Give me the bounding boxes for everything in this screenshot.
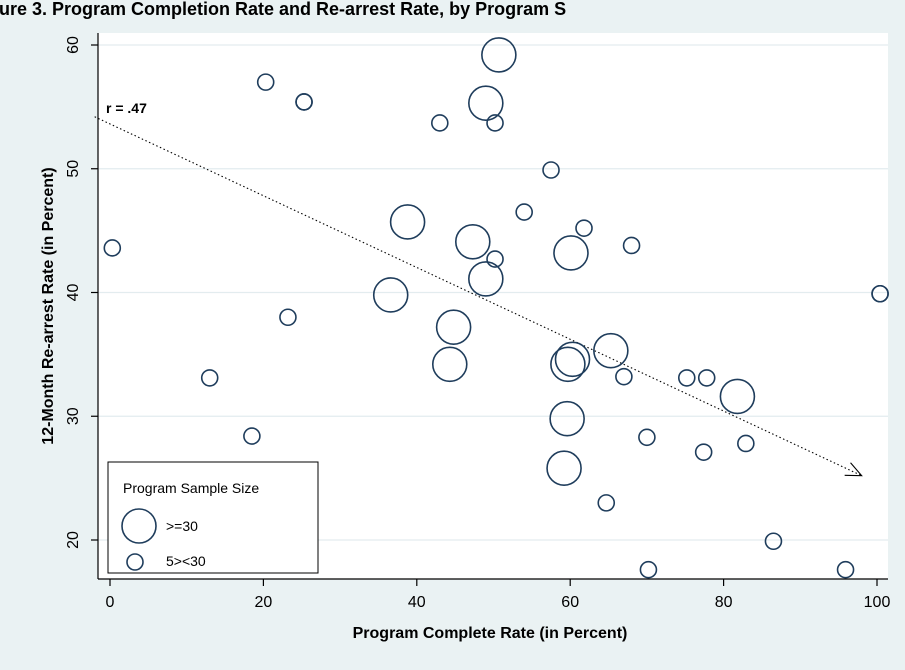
- data-point: [295, 93, 313, 111]
- data-point: [486, 114, 504, 132]
- data-point: [622, 236, 641, 255]
- data-point: [836, 560, 855, 579]
- data-point: [575, 219, 593, 237]
- data-point: [389, 204, 426, 240]
- y-tick-label: 20: [65, 531, 82, 549]
- data-point: [468, 85, 504, 121]
- y-axis-label: 12-Month Re-arrest Rate (in Percent): [40, 167, 57, 444]
- axes: 20 30 40 50 60 0 20 40 60 80 100: [65, 33, 890, 611]
- data-point: [486, 250, 504, 268]
- data-point: [697, 369, 716, 387]
- y-tick-label: 40: [65, 284, 82, 302]
- data-point: [515, 203, 533, 221]
- data-point: [454, 223, 491, 260]
- data-point: [256, 73, 275, 91]
- data-point: [550, 346, 586, 383]
- data-point: [871, 284, 889, 303]
- data-point: [764, 532, 783, 551]
- correlation-annotation: r = .47: [106, 100, 147, 116]
- legend-box: [107, 461, 319, 574]
- data-point: [677, 369, 696, 387]
- data-point: [542, 161, 560, 179]
- data-point: [694, 443, 713, 461]
- data-point: [279, 308, 297, 327]
- data-point: [200, 369, 219, 387]
- x-tick-label: 20: [255, 594, 273, 611]
- y-tick-label: 60: [65, 36, 82, 54]
- data-point: [615, 367, 633, 386]
- trendline-path: [94, 116, 862, 477]
- x-tick-label: 40: [408, 594, 426, 611]
- data-point: [546, 450, 582, 487]
- legend-marker-large: [121, 508, 157, 544]
- data-point: [553, 235, 589, 271]
- data-point: [549, 400, 585, 437]
- x-tick-label: 100: [864, 594, 891, 611]
- trendline-arrowhead: [844, 462, 863, 477]
- data-point: [638, 428, 656, 447]
- x-tick-label: 60: [561, 594, 579, 611]
- data-point: [243, 427, 261, 445]
- y-tick-label: 30: [65, 407, 82, 425]
- data-point: [372, 277, 409, 313]
- y-tick-label: 50: [65, 160, 82, 178]
- legend-label-large: >=30: [166, 518, 198, 534]
- data-point: [481, 37, 517, 73]
- data-point: [737, 434, 755, 453]
- data-point: [468, 261, 504, 297]
- data-points: [103, 37, 889, 579]
- data-point: [554, 341, 591, 378]
- legend-title: Program Sample Size: [123, 480, 259, 496]
- data-point: [435, 309, 472, 345]
- legend: Program Sample Size >=30 5><30: [107, 461, 319, 574]
- data-point: [597, 494, 616, 512]
- data-point: [103, 239, 122, 257]
- data-point: [431, 114, 449, 132]
- data-point: [639, 560, 658, 579]
- data-point: [719, 378, 756, 415]
- chart-title: gure 3. Program Completion Rate and Re-a…: [0, 0, 566, 19]
- legend-label-small: 5><30: [166, 553, 206, 569]
- data-point: [593, 332, 629, 369]
- x-tick-label: 80: [715, 594, 733, 611]
- x-axis-label: Program Complete Rate (in Percent): [353, 625, 628, 642]
- legend-marker-small: [126, 553, 144, 571]
- data-point: [431, 346, 468, 383]
- trendline: [94, 116, 863, 477]
- x-tick-label: 0: [106, 594, 115, 611]
